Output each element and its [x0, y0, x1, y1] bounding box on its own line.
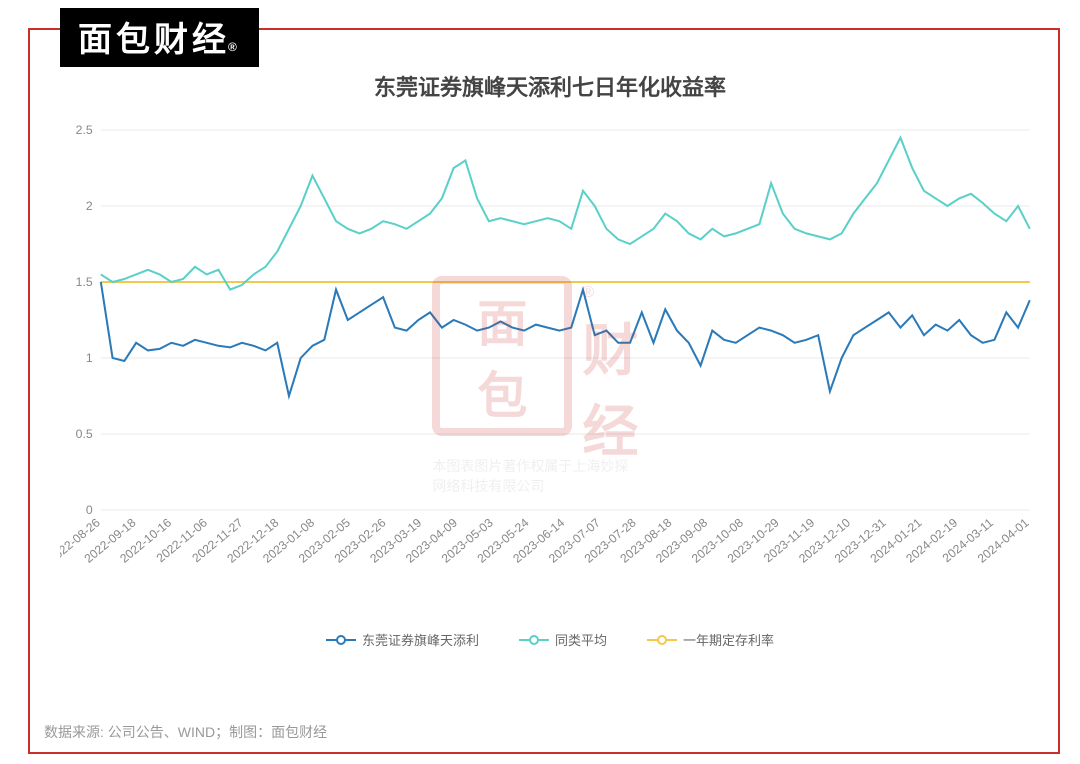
svg-text:2.5: 2.5: [76, 123, 93, 137]
svg-text:2: 2: [86, 199, 93, 213]
legend-item: 一年期定存利率: [647, 630, 774, 649]
source-attribution: 数据来源: 公司公告、WIND；制图：面包财经: [44, 722, 327, 742]
svg-text:0: 0: [86, 503, 93, 517]
svg-text:1: 1: [86, 351, 93, 365]
logo-text: 面包财经: [78, 12, 230, 61]
brand-logo: 面包财经 ®: [60, 8, 259, 67]
legend: 东莞证券旗峰天添利 同类平均 一年期定存利率: [60, 630, 1040, 649]
chart-container: 东莞证券旗峰天添利七日年化收益率 面 包 ® 财经 本图表图片著作权属于上海妙探…: [60, 70, 1040, 694]
chart-svg: 00.511.522.52022-08-262022-09-182022-10-…: [60, 120, 1040, 580]
logo-registered: ®: [228, 40, 241, 54]
legend-label: 同类平均: [555, 630, 607, 649]
plot-area: 面 包 ® 财经 本图表图片著作权属于上海妙探 网络科技有限公司 00.511.…: [60, 120, 1040, 580]
legend-item: 东莞证券旗峰天添利: [326, 630, 479, 649]
chart-title: 东莞证券旗峰天添利七日年化收益率: [60, 70, 1040, 102]
legend-label: 一年期定存利率: [683, 630, 774, 649]
legend-label: 东莞证券旗峰天添利: [362, 630, 479, 649]
legend-item: 同类平均: [519, 630, 607, 649]
svg-text:0.5: 0.5: [76, 427, 93, 441]
svg-text:1.5: 1.5: [76, 275, 93, 289]
